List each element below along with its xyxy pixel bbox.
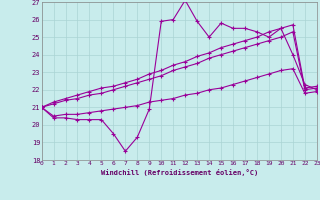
X-axis label: Windchill (Refroidissement éolien,°C): Windchill (Refroidissement éolien,°C) <box>100 169 258 176</box>
